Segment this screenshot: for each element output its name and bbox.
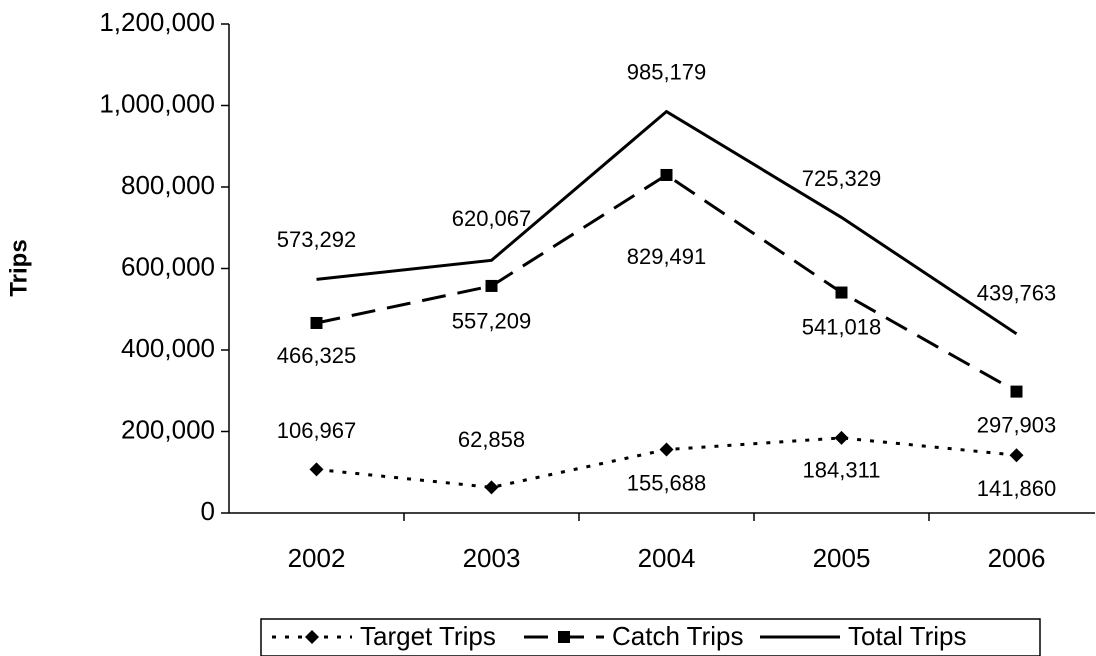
legend-label: Total Trips <box>848 621 967 651</box>
point <box>834 430 849 445</box>
data-label: 439,763 <box>977 281 1057 306</box>
point <box>310 316 323 329</box>
data-label: 573,292 <box>277 227 357 252</box>
x-tick-label: 2002 <box>288 543 346 573</box>
data-label: 184,311 <box>803 458 881 483</box>
x-tick-label: 2006 <box>988 543 1046 573</box>
point <box>1009 448 1024 463</box>
y-tick-label: 600,000 <box>121 251 215 281</box>
x-tick-label: 2004 <box>638 543 696 573</box>
point <box>309 462 324 477</box>
legend-label: Catch Trips <box>612 621 744 651</box>
data-label: 297,903 <box>977 412 1057 437</box>
series-line <box>316 109 1018 336</box>
data-label: 620,067 <box>452 206 532 231</box>
data-label: 541,018 <box>802 314 882 339</box>
y-tick-label: 0 <box>201 496 215 526</box>
data-label: 62,858 <box>458 427 525 452</box>
data-label: 557,209 <box>452 309 532 334</box>
legend-label: Target Trips <box>360 621 496 651</box>
y-tick-label: 800,000 <box>121 170 215 200</box>
y-tick-label: 1,200,000 <box>99 7 215 37</box>
data-label: 829,491 <box>627 244 707 269</box>
x-tick-label: 2003 <box>463 543 521 573</box>
point <box>660 168 673 181</box>
point <box>484 480 499 495</box>
series-line <box>316 173 1018 393</box>
y-tick-label: 1,000,000 <box>99 88 215 118</box>
legend-marker <box>305 630 319 644</box>
point <box>485 279 498 292</box>
x-tick-label: 2005 <box>813 543 871 573</box>
point <box>835 286 848 299</box>
data-label: 985,179 <box>627 59 707 84</box>
data-label: 141,860 <box>977 476 1057 501</box>
data-label: 725,329 <box>802 166 882 191</box>
y-tick-label: 400,000 <box>121 333 215 363</box>
y-tick-label: 200,000 <box>121 414 215 444</box>
y-axis-title: Trips <box>5 239 32 296</box>
point <box>1010 385 1023 398</box>
data-label: 155,688 <box>627 470 707 495</box>
data-label: 106,967 <box>277 418 357 443</box>
point <box>659 442 674 457</box>
legend-box <box>260 618 1041 656</box>
legend-marker <box>558 631 570 643</box>
data-label: 466,325 <box>277 343 357 368</box>
legend: Target Trips Catch Trips Total Trips <box>260 618 1041 656</box>
